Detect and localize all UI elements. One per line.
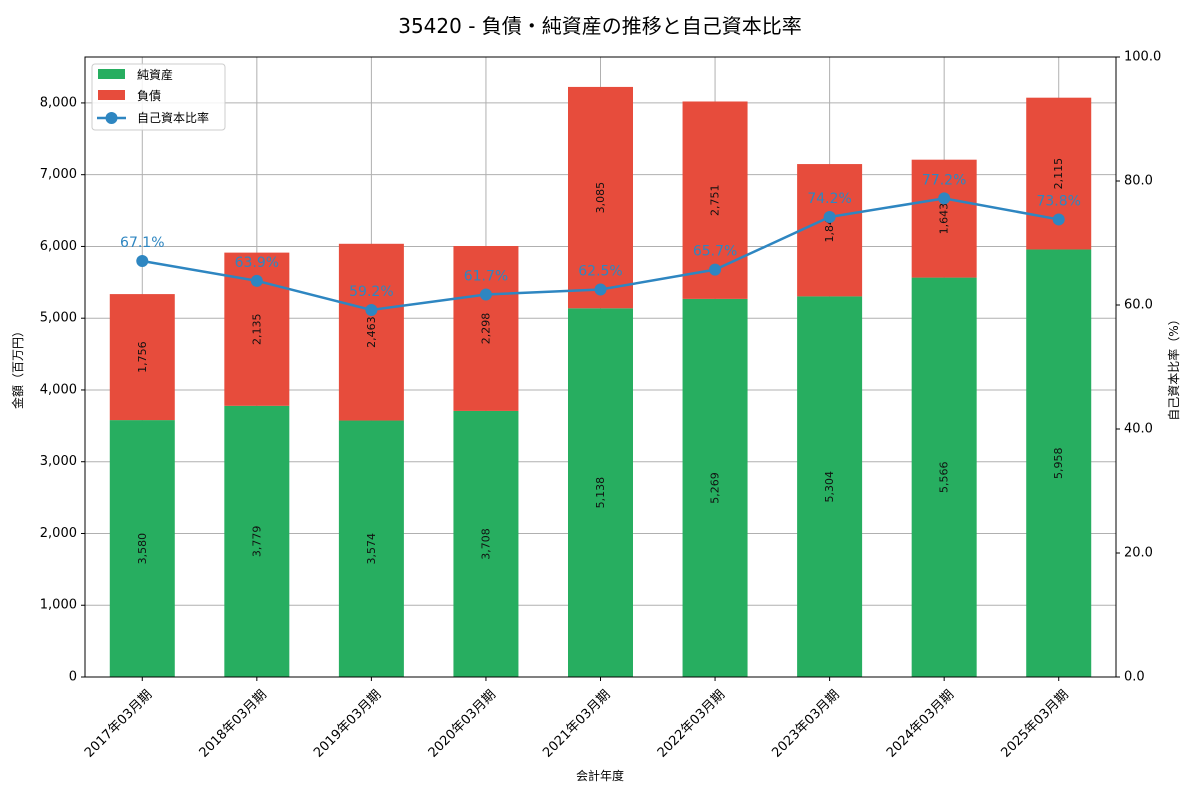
bar-label-liabilities: 2,135 xyxy=(250,313,263,345)
bar-label-liabilities: 3,085 xyxy=(594,182,607,214)
bar-equity xyxy=(109,420,175,677)
y-axis-title: 金額（百万円） xyxy=(10,325,25,409)
bar-label-liabilities: 1,84 xyxy=(823,218,836,243)
ratio-marker xyxy=(479,288,492,301)
ratio-marker xyxy=(938,192,951,205)
y2-tick-label: 40.0 xyxy=(1124,422,1153,437)
bar-label-equity: 5,304 xyxy=(823,471,836,503)
x-tick-label: 2025年03月期 xyxy=(998,687,1071,760)
bar-label-equity: 5,566 xyxy=(938,462,951,494)
ratio-label: 67.1% xyxy=(120,235,164,251)
bar-equity xyxy=(568,308,633,677)
bar-equity xyxy=(682,298,748,677)
x-axis-title: 会計年度 xyxy=(576,768,624,783)
bar-label-equity: 5,269 xyxy=(709,472,722,504)
bar-liabilities xyxy=(109,294,175,421)
y-tick-label: 2,000 xyxy=(40,526,77,541)
y2-axis-title: 自己資本比率（%） xyxy=(1166,313,1181,420)
bar-label-liabilities: 1,756 xyxy=(136,341,149,373)
x-axis: 2017年03月期 2018年03月期 2019年03月期 2020年03月期 2021… xyxy=(82,677,1072,761)
bar-label-equity: 5,138 xyxy=(594,477,607,509)
ratio-marker xyxy=(823,210,836,223)
bar-equity xyxy=(911,277,977,677)
bar-label-liabilities: 2,298 xyxy=(479,313,492,345)
bar-equity xyxy=(453,410,519,677)
x-tick-label: 2021年03月期 xyxy=(540,687,613,760)
legend-box xyxy=(91,63,226,131)
bar-equity xyxy=(338,420,404,677)
bar-label-liabilities: 2,115 xyxy=(1052,158,1065,190)
y-tick-label: 7,000 xyxy=(40,167,77,182)
bar-label-equity: 3,580 xyxy=(136,533,149,565)
ratio-label: 65.7% xyxy=(693,244,737,260)
ratio-marker xyxy=(365,303,378,316)
bar-liabilities xyxy=(338,243,404,421)
y-axis-left: 0 1,000 2,000 3,000 4,000 5,000 6,000 7,000 8,00… xyxy=(40,95,85,685)
y-tick-label: 1,000 xyxy=(40,598,77,613)
y-axis-right: 0.0 20.0 40.0 60.0 80.0 100.0 xyxy=(1116,50,1161,685)
y2-tick-label: 100.0 xyxy=(1124,50,1161,65)
legend-label-equity: 純資産 xyxy=(137,67,173,82)
bar-label-liabilities: 2,751 xyxy=(709,184,722,216)
ratio-label: 63.9% xyxy=(235,255,279,271)
y2-tick-label: 60.0 xyxy=(1124,298,1153,313)
ratio-marker xyxy=(136,254,149,267)
bar-liabilities xyxy=(797,164,863,297)
ratio-marker xyxy=(250,274,263,287)
ratio-label: 62.5% xyxy=(578,264,622,280)
bar-label-equity: 5,958 xyxy=(1052,447,1065,479)
legend-marker-ratio xyxy=(105,112,118,124)
y-tick-label: 6,000 xyxy=(40,239,77,254)
ratio-label: 73.8% xyxy=(1036,193,1080,209)
y-tick-label: 0 xyxy=(69,670,77,685)
ratio-line: 67.1% 63.9% 59.2% 61.7% 62.5% 65.7% 74.2% 77.2%… xyxy=(120,172,1081,316)
chart-title: 35420 - 負債・純資産の推移と自己資本比率 xyxy=(398,14,802,38)
bar-label-equity: 3,779 xyxy=(250,526,263,558)
x-tick-label: 2019年03月期 xyxy=(311,687,384,760)
y-tick-label: 8,000 xyxy=(40,95,77,110)
x-tick-label: 2022年03月期 xyxy=(655,687,728,760)
legend-swatch-equity xyxy=(98,69,125,79)
bar-label-equity: 3,708 xyxy=(479,528,492,560)
bar-equity xyxy=(1026,249,1092,678)
ratio-marker xyxy=(709,263,722,276)
y2-tick-label: 20.0 xyxy=(1124,546,1153,561)
y2-tick-label: 0.0 xyxy=(1124,670,1145,685)
bar-equity xyxy=(797,296,863,677)
bar-liabilities xyxy=(568,86,633,309)
x-tick-label: 2018年03月期 xyxy=(197,687,270,760)
y-tick-label: 4,000 xyxy=(40,382,77,397)
ratio-label: 59.2% xyxy=(349,284,393,300)
y2-tick-label: 80.0 xyxy=(1124,174,1153,189)
bar-label-equity: 3,574 xyxy=(365,533,378,565)
ratio-label: 61.7% xyxy=(464,268,508,284)
bar-liabilities xyxy=(453,246,519,411)
legend-swatch-liabilities xyxy=(98,90,125,100)
ratio-label: 74.2% xyxy=(807,191,851,207)
y-tick-label: 3,000 xyxy=(40,454,77,469)
bar-liabilities xyxy=(911,159,977,278)
x-tick-label: 2017年03月期 xyxy=(82,687,155,760)
ratio-label: 77.2% xyxy=(922,172,966,188)
legend-label-liabilities: 負債 xyxy=(137,88,161,103)
ratio-marker xyxy=(1052,213,1065,226)
bar-label-liabilities: 2,463 xyxy=(365,316,378,348)
x-tick-label: 2023年03月期 xyxy=(769,687,842,760)
x-tick-label: 2024年03月期 xyxy=(884,687,957,760)
bar-equity xyxy=(224,405,290,677)
ratio-marker xyxy=(594,283,607,296)
legend-label-ratio: 自己資本比率 xyxy=(137,110,209,125)
x-tick-label: 2020年03月期 xyxy=(426,687,499,760)
bars: 3,580 1,756 3,779 2,135 3,574 2,463 3,708 2,298… xyxy=(109,86,1092,678)
bar-label-liabilities: 1,643 xyxy=(938,203,951,235)
y-tick-label: 5,000 xyxy=(40,311,77,326)
